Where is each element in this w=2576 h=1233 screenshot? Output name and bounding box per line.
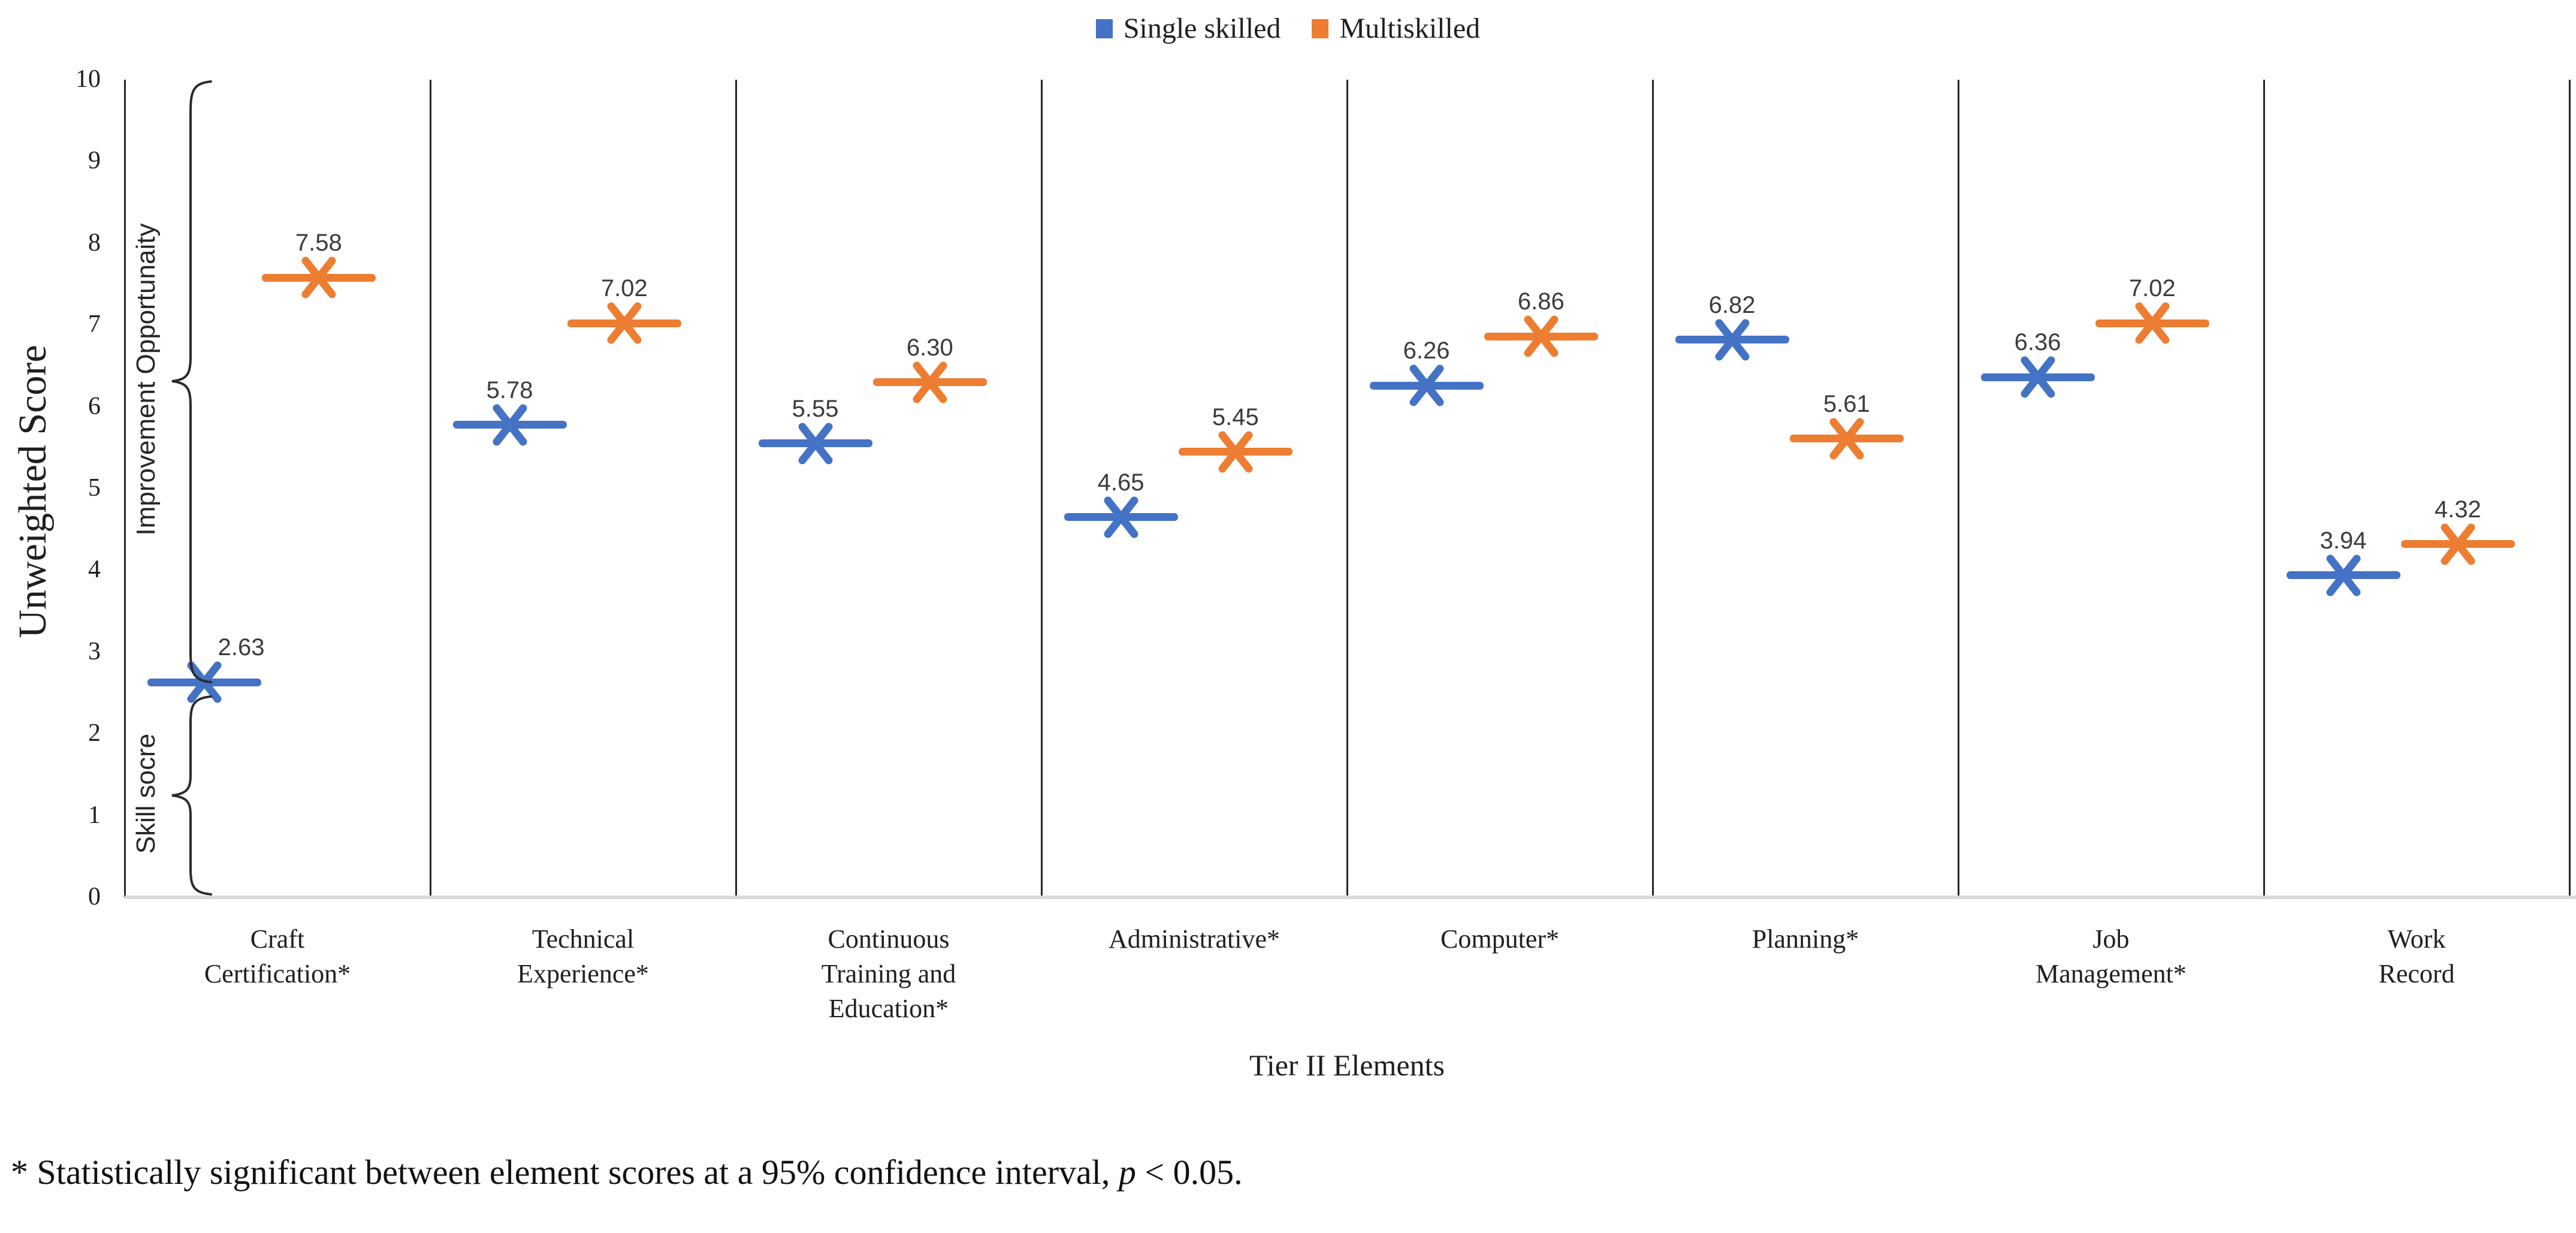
data-point-value-label: 6.26	[1403, 337, 1450, 364]
improvement-opportunity-brace-icon	[171, 80, 212, 683]
data-point-x-marker-icon	[607, 302, 642, 344]
skill-score-brace-icon	[171, 695, 212, 896]
data-point-value-label: 2.63	[218, 634, 265, 661]
data-point-value-label: 5.45	[1212, 403, 1259, 430]
data-point-x-marker-icon	[301, 257, 336, 299]
data-point-value-label: 5.55	[792, 395, 839, 422]
category-label: Administrative*	[1109, 924, 1280, 954]
improvement-opportunity-label: Improvement Opportunaity	[131, 223, 161, 536]
category-label: Work Record	[2378, 924, 2455, 988]
panel-divider	[1040, 80, 1043, 897]
data-point-x-marker-icon	[2021, 356, 2055, 398]
legend-item-multiskilled: Multiskilled	[1312, 12, 1480, 45]
data-point-value-label: 6.30	[906, 334, 953, 361]
data-point-value-label: 7.58	[295, 230, 342, 257]
data-point-value-label: 3.94	[2320, 527, 2367, 554]
legend-label-single-skilled: Single skilled	[1123, 13, 1281, 44]
data-point-x-marker-icon	[1104, 496, 1138, 538]
category-label: Technical Experience*	[517, 924, 649, 988]
data-point-x-marker-icon	[187, 661, 222, 703]
legend-swatch-multiskilled-icon	[1312, 19, 1329, 38]
data-point-x-marker-icon	[1829, 418, 1864, 460]
data-point-x-marker-icon	[2441, 523, 2475, 565]
data-point-x-marker-icon	[1409, 364, 1444, 406]
data-point-x-marker-icon	[2326, 554, 2361, 596]
y-tick-label: 1	[88, 801, 101, 829]
x-axis-line	[125, 896, 2576, 899]
y-tick-label: 8	[88, 228, 101, 257]
data-point-x-marker-icon	[1218, 431, 1253, 473]
category-label: Planning*	[1751, 924, 1859, 954]
panel-divider	[2263, 80, 2265, 897]
y-tick-label: 4	[88, 556, 101, 584]
data-point-value-label: 5.78	[486, 376, 533, 403]
data-point-value-label: 6.86	[1517, 288, 1565, 315]
legend-label-multiskilled: Multiskilled	[1339, 13, 1481, 44]
panel-divider	[1346, 80, 1348, 897]
y-tick-label: 10	[76, 65, 101, 93]
y-tick-label: 6	[88, 392, 101, 420]
data-point-x-marker-icon	[493, 404, 527, 446]
data-point-x-marker-icon	[913, 361, 947, 403]
footnote-p-symbol: p	[1118, 1153, 1136, 1192]
significance-footnote: * Statistically significant between elem…	[11, 1152, 1243, 1192]
legend-swatch-single-skilled-icon	[1095, 19, 1113, 38]
skill-score-label: Skill socre	[131, 733, 161, 854]
data-point-value-label: 4.65	[1097, 469, 1144, 496]
y-tick-label: 5	[88, 474, 101, 502]
footnote-suffix: < 0.05.	[1136, 1153, 1243, 1192]
chart-legend: Single skilled Multiskilled	[0, 12, 2576, 45]
data-point-value-label: 4.32	[2434, 496, 2481, 523]
plot-right-border	[2568, 80, 2571, 897]
category-label: Job Management*	[2036, 924, 2187, 988]
data-point-value-label: 5.61	[1823, 390, 1870, 417]
y-tick-label: 9	[88, 147, 101, 175]
x-axis-title: Tier II Elements	[1249, 1048, 1445, 1082]
panel-divider	[1651, 80, 1654, 897]
category-label: Computer*	[1440, 924, 1559, 954]
data-point-x-marker-icon	[1524, 315, 1559, 357]
data-point-value-label: 6.82	[1708, 291, 1756, 318]
y-tick-label: 7	[88, 310, 101, 339]
y-tick-label: 2	[88, 719, 101, 747]
footnote-text: * Statistically significant between elem…	[11, 1153, 1119, 1192]
data-point-x-marker-icon	[2135, 302, 2170, 344]
y-axis-line	[123, 80, 126, 897]
panel-divider	[429, 80, 431, 897]
data-point-x-marker-icon	[798, 423, 833, 465]
category-label: Craft Certification*	[204, 924, 351, 988]
data-point-x-marker-icon	[1715, 319, 1750, 361]
category-label: Continuous Training and Education*	[821, 924, 956, 1023]
legend-item-single-skilled: Single skilled	[1095, 12, 1281, 45]
data-point-value-label: 6.36	[2014, 329, 2061, 356]
panel-divider	[1957, 80, 1959, 897]
panel-divider	[735, 80, 737, 897]
data-point-value-label: 7.02	[600, 275, 648, 302]
y-tick-label: 0	[88, 883, 101, 911]
data-point-value-label: 7.02	[2128, 275, 2176, 302]
y-tick-label: 3	[88, 637, 101, 665]
